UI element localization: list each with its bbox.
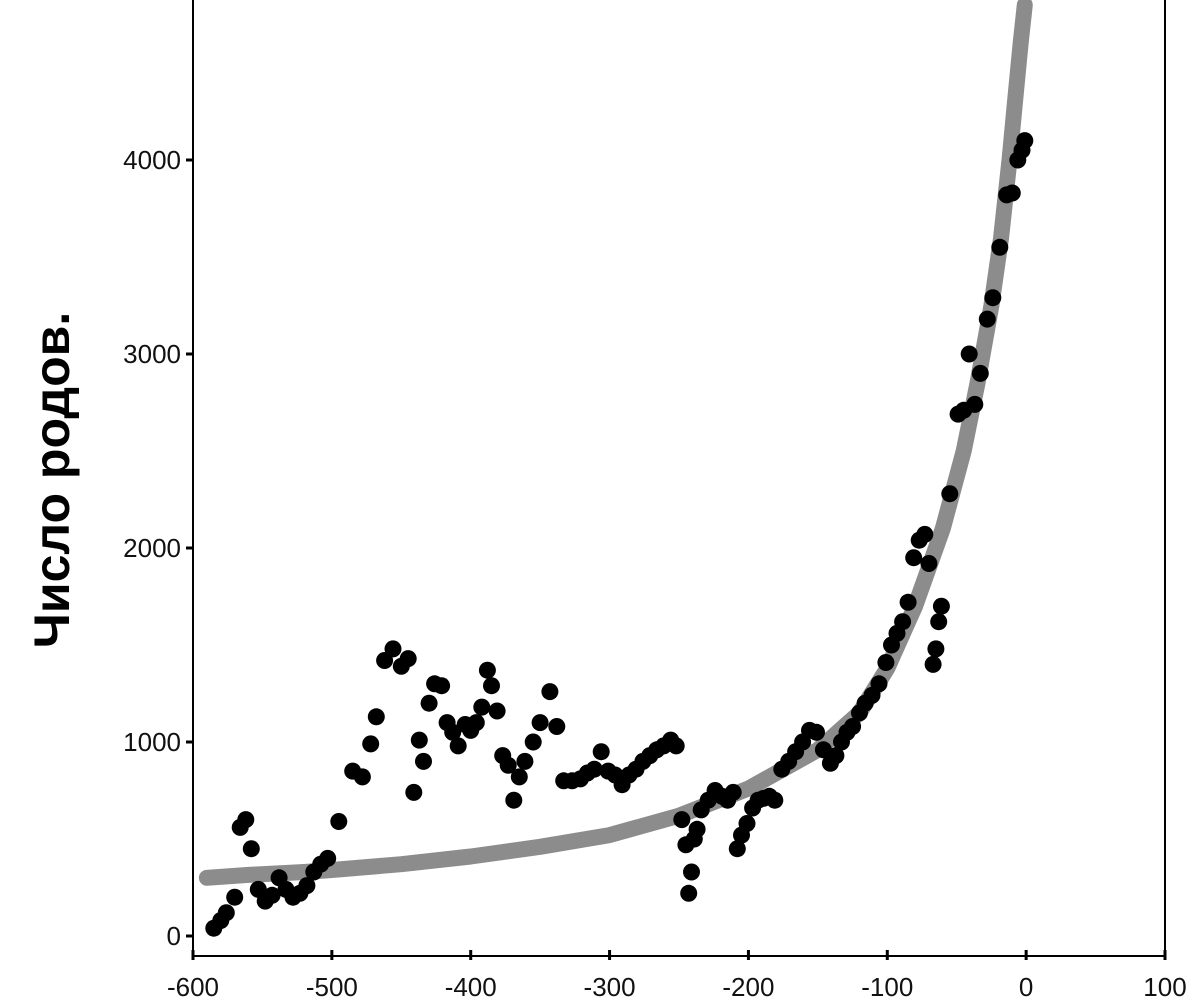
data-point (592, 743, 610, 761)
axis-ticks-layer: -600 -500 -400 -300 -200 -100 0 100010002000300… (123, 145, 1187, 1002)
data-point (991, 238, 1009, 256)
data-point (924, 655, 942, 673)
data-point (1003, 184, 1021, 202)
data-point (930, 613, 948, 631)
data-point (516, 752, 534, 770)
data-point (405, 783, 423, 801)
data-point (433, 677, 451, 695)
x-tick-label: -300 (584, 972, 636, 1002)
data-point (298, 877, 316, 895)
data-point (916, 525, 934, 543)
x-tick-label: 100 (1143, 972, 1186, 1002)
data-point (467, 714, 485, 732)
data-point (667, 737, 685, 755)
data-point (688, 820, 706, 838)
data-point (420, 694, 438, 712)
data-point (478, 661, 496, 679)
data-point (766, 791, 784, 809)
data-point (877, 654, 895, 671)
data-point (531, 714, 549, 732)
data-point (1016, 132, 1034, 150)
data-point (473, 698, 491, 716)
data-point (827, 747, 845, 765)
data-point (905, 549, 923, 567)
data-point (488, 702, 506, 720)
data-point (899, 593, 917, 611)
data-point (844, 718, 862, 735)
data-point (738, 815, 756, 832)
data-point (483, 677, 500, 695)
data-point (353, 768, 371, 786)
fit-curve-layer (198, 0, 1033, 886)
x-tick-label: -600 (167, 972, 219, 1002)
data-point (449, 737, 467, 755)
data-point (505, 791, 523, 809)
data-point (410, 731, 428, 749)
data-point (384, 640, 402, 658)
data-point (870, 675, 888, 693)
data-point (263, 886, 281, 904)
data-point (680, 884, 698, 902)
x-tick-label: -400 (445, 972, 497, 1002)
x-tick-label: 0 (1019, 972, 1033, 1002)
y-tick-label: 0 (167, 921, 181, 951)
data-point (683, 863, 700, 881)
data-point (978, 310, 996, 328)
data-point (894, 613, 912, 631)
x-tick-label: -500 (306, 972, 358, 1002)
data-point (237, 811, 255, 829)
data-point (728, 840, 746, 858)
data-point (932, 597, 950, 615)
x-tick-label: -100 (861, 972, 913, 1002)
data-point (941, 485, 959, 503)
data-point (808, 723, 825, 741)
data-point (217, 904, 235, 922)
data-point (367, 708, 385, 726)
data-point (984, 289, 1002, 307)
y-axis-label-box: Число родов. (2, 0, 102, 1003)
x-tick-label: -200 (722, 972, 774, 1002)
data-point (673, 811, 691, 829)
y-tick-label: 4000 (123, 145, 181, 175)
y-axis-label: Число родов. (24, 311, 80, 649)
data-point (226, 888, 244, 906)
data-point (362, 735, 380, 753)
data-point (242, 840, 260, 858)
data-point (548, 718, 566, 735)
data-point (499, 756, 517, 774)
data-point (966, 395, 984, 413)
data-point (524, 733, 542, 751)
data-point (927, 640, 945, 658)
data-point (971, 364, 989, 382)
data-point (920, 555, 938, 572)
y-tick-label: 2000 (123, 533, 181, 563)
data-point (444, 723, 462, 741)
data-points-layer (205, 132, 1034, 937)
data-point (541, 683, 559, 701)
data-point (960, 345, 978, 363)
y-tick-label: 3000 (123, 339, 181, 369)
data-point (415, 752, 432, 770)
data-point (399, 650, 417, 668)
data-point (330, 813, 348, 830)
data-point (585, 760, 603, 778)
y-tick-label: 1000 (123, 727, 181, 757)
fit-curve (198, 0, 1033, 886)
data-point (724, 783, 742, 801)
data-point (319, 849, 337, 867)
data-point (510, 768, 528, 786)
